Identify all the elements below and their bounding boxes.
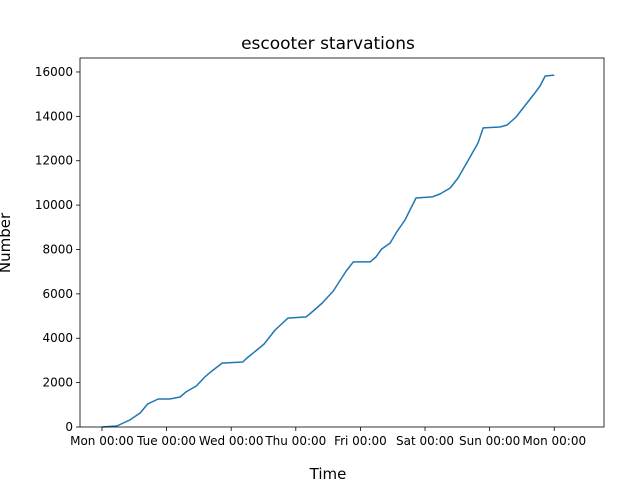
series-line: [101, 74, 555, 428]
y-tick-label: 6000: [42, 287, 73, 301]
y-tick-label: 8000: [42, 242, 73, 256]
y-tick-label: 4000: [42, 331, 73, 345]
x-tick-label: Wed 00:00: [199, 434, 264, 448]
y-tick-label: 14000: [35, 109, 73, 123]
x-tick-label: Thu 00:00: [264, 434, 326, 448]
y-tick-label: 16000: [35, 65, 73, 79]
y-tick-label: 10000: [35, 198, 73, 212]
y-tick-label: 0: [65, 420, 73, 434]
x-tick-label: Fri 00:00: [334, 434, 387, 448]
x-tick-label: Sat 00:00: [396, 434, 454, 448]
y-axis-label: Number: [0, 212, 14, 273]
y-tick-label: 2000: [42, 376, 73, 390]
x-tick-label: Mon 00:00: [522, 434, 586, 448]
x-axis-label: Time: [309, 465, 347, 480]
plot-frame: [79, 57, 605, 428]
chart-title: escooter starvations: [241, 34, 415, 54]
x-tick-label: Mon 00:00: [70, 434, 134, 448]
y-tick-label: 12000: [35, 154, 73, 168]
x-tick-label: Sun 00:00: [459, 434, 520, 448]
x-tick-label: Tue 00:00: [136, 434, 196, 448]
